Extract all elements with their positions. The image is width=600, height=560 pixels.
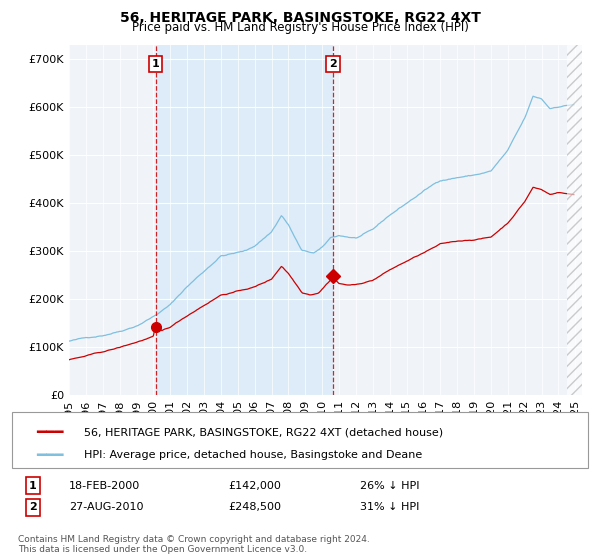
- Text: HPI: Average price, detached house, Basingstoke and Deane: HPI: Average price, detached house, Basi…: [84, 450, 422, 460]
- Text: 1: 1: [152, 59, 160, 69]
- Text: 2: 2: [329, 59, 337, 69]
- Text: 31% ↓ HPI: 31% ↓ HPI: [360, 502, 419, 512]
- Text: Contains HM Land Registry data © Crown copyright and database right 2024.
This d: Contains HM Land Registry data © Crown c…: [18, 535, 370, 554]
- Text: ━━━: ━━━: [36, 426, 64, 440]
- Text: 56, HERITAGE PARK, BASINGSTOKE, RG22 4XT (detached house): 56, HERITAGE PARK, BASINGSTOKE, RG22 4XT…: [84, 428, 443, 438]
- Bar: [155, 45, 333, 395]
- Bar: [567, 45, 582, 395]
- Text: 1: 1: [29, 480, 37, 491]
- Text: 2: 2: [29, 502, 37, 512]
- Text: ━━━: ━━━: [36, 448, 64, 463]
- Text: 18-FEB-2000: 18-FEB-2000: [69, 480, 140, 491]
- Text: 26% ↓ HPI: 26% ↓ HPI: [360, 480, 419, 491]
- Bar: [567, 45, 582, 395]
- Text: £142,000: £142,000: [228, 480, 281, 491]
- Text: £248,500: £248,500: [228, 502, 281, 512]
- Text: Price paid vs. HM Land Registry's House Price Index (HPI): Price paid vs. HM Land Registry's House …: [131, 21, 469, 34]
- Text: 27-AUG-2010: 27-AUG-2010: [69, 502, 143, 512]
- Text: 56, HERITAGE PARK, BASINGSTOKE, RG22 4XT: 56, HERITAGE PARK, BASINGSTOKE, RG22 4XT: [119, 11, 481, 25]
